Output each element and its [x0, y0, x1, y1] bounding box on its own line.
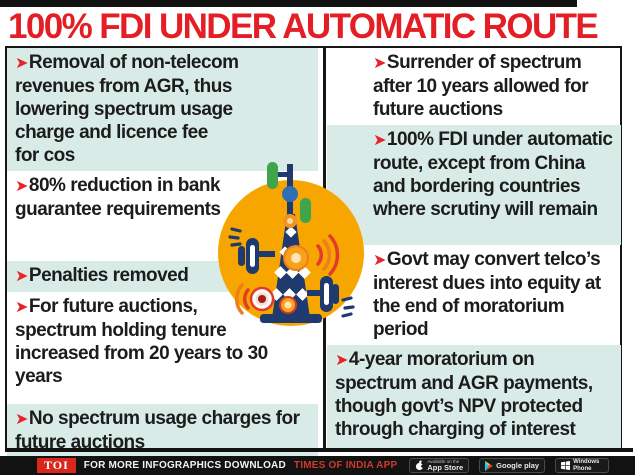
- bullet-arrow-icon: ➤: [15, 299, 28, 316]
- list-item: ➤Surrender of spectrum after 10 years al…: [327, 48, 621, 125]
- list-item-text: 80% reduction in bank guarantee requirem…: [15, 175, 221, 220]
- signal-target-icon: [249, 286, 275, 312]
- badge-label: Google play: [496, 460, 540, 470]
- list-item-text: 100% FDI under automatic route, except f…: [373, 129, 613, 220]
- footer-promo-text: FOR MORE INFOGRAPHICS DOWNLOAD: [83, 460, 286, 471]
- glow-burst-icon: [279, 214, 309, 314]
- badge-label: Windows Phone: [573, 459, 600, 472]
- telecom-tower-illustration: [218, 162, 364, 326]
- toi-logo[interactable]: TOI: [37, 458, 76, 473]
- bullet-arrow-icon: ➤: [15, 268, 28, 285]
- list-item: ➤4-year moratorium on spectrum and AGR p…: [327, 345, 621, 452]
- google-play-badge[interactable]: Google play: [479, 458, 546, 473]
- page-title: 100% FDI UNDER AUTOMATIC ROUTE: [8, 7, 599, 46]
- green-antenna-icon: [300, 198, 311, 223]
- store-badges: Available on the App Store Google play: [409, 458, 610, 473]
- signal-waves-icon: [234, 283, 250, 315]
- list-item-text: Govt may convert telco’s interest dues i…: [373, 249, 601, 340]
- badge-small-text: Available on the: [427, 458, 460, 464]
- side-antenna-icon: [238, 238, 275, 274]
- list-item: ➤80% reduction in bank guarantee require…: [7, 171, 318, 261]
- apple-icon: [416, 460, 425, 471]
- list-item: ➤Govt may convert telco’s interest dues …: [327, 245, 621, 345]
- badge-label: App Store: [427, 463, 464, 472]
- bullet-arrow-icon: ➤: [373, 252, 386, 269]
- bullet-arrow-icon: ➤: [15, 178, 28, 195]
- blue-node-icon: [282, 186, 298, 202]
- list-item-text: For future auctions, spectrum holding te…: [15, 296, 268, 387]
- google-play-icon: [485, 460, 493, 471]
- footer-app-name: TIMES OF INDIA APP: [293, 460, 398, 471]
- green-antenna-icon: [267, 162, 278, 189]
- list-item: ➤Removal of non-telecom revenues from AG…: [7, 48, 318, 171]
- list-item-text: Removal of non-telecom revenues from AGR…: [15, 52, 239, 166]
- right-column: ➤Surrender of spectrum after 10 years al…: [327, 48, 621, 475]
- left-column: ➤Removal of non-telecom revenues from AG…: [7, 48, 318, 464]
- motion-dashes-icon: [228, 227, 355, 318]
- list-item: ➤100% FDI under automatic route, except …: [327, 125, 621, 245]
- bottom-rule: [5, 448, 633, 452]
- side-antenna-icon: [307, 276, 339, 312]
- app-store-badge[interactable]: Available on the App Store: [409, 458, 470, 473]
- tower-base: [260, 314, 322, 323]
- footer-bar: TOI FOR MORE INFOGRAPHICS DOWNLOAD TIMES…: [0, 456, 635, 475]
- list-item-text: Surrender of spectrum after 10 years all…: [373, 52, 589, 120]
- bullet-arrow-icon: ➤: [373, 55, 386, 72]
- windows-phone-badge[interactable]: Windows Phone: [555, 458, 610, 473]
- list-item-text: No spectrum usage charges for future auc…: [15, 408, 300, 453]
- list-item: ➤For future auctions, spectrum holding t…: [7, 292, 318, 404]
- list-item-text: 4-year moratorium on spectrum and AGR pa…: [335, 349, 593, 440]
- signal-waves-icon: [316, 234, 340, 276]
- bullet-arrow-icon: ➤: [15, 55, 28, 72]
- list-item-text: Penalties removed: [28, 265, 189, 286]
- bullet-arrow-icon: ➤: [373, 132, 386, 149]
- bullet-arrow-icon: ➤: [335, 352, 348, 369]
- windows-icon: [561, 461, 571, 470]
- top-black-bar: [0, 0, 577, 7]
- list-item: ➤No spectrum usage charges for future au…: [7, 404, 318, 464]
- bullet-arrow-icon: ➤: [15, 411, 28, 428]
